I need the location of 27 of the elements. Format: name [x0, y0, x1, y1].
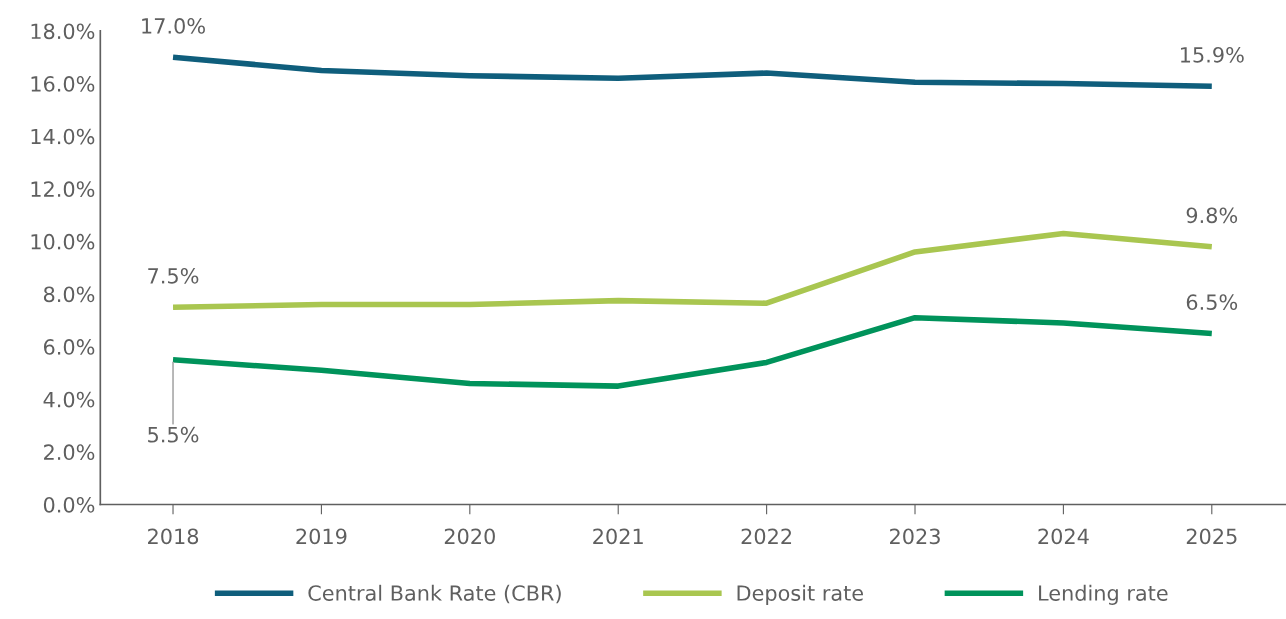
- legend-label: Lending rate: [1039, 584, 1168, 605]
- y-tick-label: 16.0%: [31, 76, 95, 92]
- y-tick-label: 0.0%: [43, 496, 95, 513]
- y-tick-label: 6.0%: [43, 339, 95, 355]
- data-label: 5.5%: [148, 426, 199, 443]
- y-tick-label: 4.0%: [43, 391, 95, 408]
- x-tick-label: 2019: [296, 528, 347, 545]
- data-label: 15.9%: [1181, 46, 1244, 63]
- x-tick-label: 2023: [890, 528, 940, 545]
- x-tick-label: 2022: [741, 528, 792, 545]
- data-label: 6.5%: [1186, 294, 1238, 311]
- y-tick-label: 12.0%: [31, 181, 95, 198]
- y-tick-label: 2.0%: [44, 444, 95, 461]
- x-tick-label: 2021: [593, 528, 643, 545]
- legend-label: Deposit rate: [737, 584, 863, 605]
- y-tick-label: 10.0%: [31, 233, 95, 250]
- x-tick-label: 2020: [444, 528, 495, 545]
- legend-label: Central Bank Rate (CBR): [308, 584, 561, 604]
- data-label: 7.5%: [148, 267, 199, 284]
- y-tick-label: 8.0%: [43, 286, 95, 303]
- data-label: 17.0%: [142, 18, 205, 34]
- x-tick-label: 2018: [148, 528, 199, 545]
- y-tick-label: 18.0%: [31, 23, 95, 40]
- x-tick-label: 2024: [1038, 528, 1089, 545]
- data-label: 9.8%: [1186, 207, 1238, 224]
- x-tick-label: 2025: [1186, 528, 1237, 545]
- y-tick-label: 14.0%: [31, 128, 95, 145]
